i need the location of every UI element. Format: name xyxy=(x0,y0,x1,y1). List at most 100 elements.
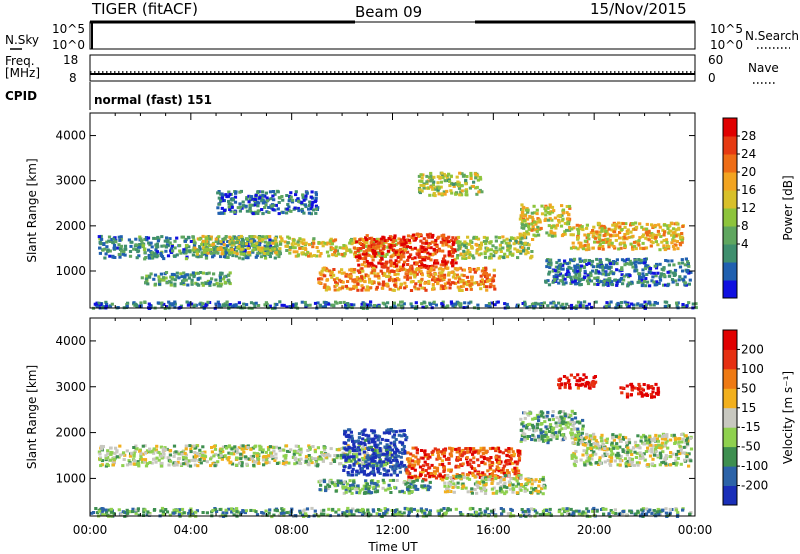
velocity-echo-cell xyxy=(337,448,341,452)
velocity-echo-cell xyxy=(339,481,343,485)
velocity-echo-cell xyxy=(440,450,444,454)
velocity-echo-cell xyxy=(390,448,395,452)
velocity-echo-cell xyxy=(249,447,253,451)
power-echo-cell xyxy=(364,238,369,242)
velocity-echo-cell xyxy=(441,478,445,482)
power-echo-cell xyxy=(644,231,648,235)
power-echo-cell xyxy=(613,227,617,231)
velocity-echo-region xyxy=(519,409,585,445)
power-echo-cell xyxy=(106,248,110,252)
velocity-echo-cell xyxy=(227,445,231,449)
power-echo-cell xyxy=(183,273,187,277)
velocity-echo-cell xyxy=(413,474,417,478)
velocity-echo-cell xyxy=(362,450,367,454)
power-echo-cell xyxy=(414,236,418,240)
power-echo-cell xyxy=(450,261,454,265)
power-echo-cell xyxy=(655,262,659,266)
power-echo-cell xyxy=(239,234,243,238)
power-echo-cell xyxy=(372,240,376,243)
power-echo-cell xyxy=(221,277,226,281)
power-echo-cell xyxy=(447,278,451,282)
power-echo-cell xyxy=(396,252,400,256)
power-echo-cell xyxy=(533,304,537,308)
power-echo-cell xyxy=(396,255,400,259)
power-echo-cell xyxy=(444,243,449,247)
power-echo-cell xyxy=(381,286,385,290)
power-echo-cell xyxy=(95,305,99,309)
power-echo-cell xyxy=(578,257,582,261)
power-echo-cell xyxy=(418,283,422,287)
power-echo-cell xyxy=(353,252,357,256)
velocity-echo-cell xyxy=(381,460,386,464)
power-echo-cell xyxy=(327,254,331,258)
velocity-echo-cell xyxy=(476,449,480,453)
power-echo-cell xyxy=(360,302,364,306)
power-echo-cell xyxy=(431,183,435,187)
velocity-echo-cell xyxy=(460,449,464,453)
power-echo-cell xyxy=(547,270,552,274)
power-echo-cell xyxy=(665,241,669,244)
power-echo-cell xyxy=(447,281,451,285)
power-echo-cell xyxy=(468,186,472,190)
power-echo-cell xyxy=(602,234,606,238)
power-echo-cell xyxy=(167,300,171,304)
velocity-echo-cell xyxy=(382,481,386,485)
power-echo-cell xyxy=(436,281,440,284)
power-echo-cell xyxy=(556,265,560,269)
power-echo-cell xyxy=(557,301,561,305)
power-echo-cell xyxy=(607,302,611,306)
velocity-echo-cell xyxy=(132,451,136,455)
power-echo-cell xyxy=(405,277,410,281)
velocity-echo-cell xyxy=(345,453,350,457)
power-echo-cell xyxy=(645,227,649,231)
power-echo-cell xyxy=(256,190,260,194)
power-echo-cell xyxy=(155,242,159,246)
power-echo-cell xyxy=(460,193,464,197)
velocity-echo-cell xyxy=(433,472,437,476)
power-echo-cell xyxy=(107,239,111,243)
power-echo-cell xyxy=(499,250,503,253)
power-echo-cell xyxy=(265,196,269,200)
velocity-echo-cell xyxy=(355,491,359,495)
velocity-echo-cell xyxy=(390,453,394,457)
power-echo-cell xyxy=(601,272,606,276)
velocity-echo-cell xyxy=(371,470,375,474)
power-echo-cell xyxy=(468,242,472,246)
power-echo-cell xyxy=(205,272,209,276)
power-echo-cell xyxy=(302,211,306,215)
power-echo-cell xyxy=(144,277,148,281)
power-echo-cell xyxy=(519,251,523,255)
velocity-echo-cell xyxy=(400,489,405,493)
power-echo-cell xyxy=(602,279,606,283)
velocity-echo-cell xyxy=(361,487,365,491)
power-echo-cell xyxy=(260,239,264,243)
power-echo-cell xyxy=(614,238,618,242)
power-echo-cell xyxy=(405,245,409,249)
power-echo-cell xyxy=(485,236,489,240)
velocity-echo-cell xyxy=(395,473,399,477)
power-echo-cell xyxy=(175,236,179,240)
power-echo-cell xyxy=(322,266,326,270)
power-echo-cell xyxy=(384,305,388,309)
velocity-echo-cell xyxy=(121,464,125,468)
velocity-echo-cell xyxy=(393,456,397,460)
power-echo-cell xyxy=(236,206,240,210)
velocity-echo-cell xyxy=(261,455,266,459)
power-echo-cell xyxy=(651,275,655,279)
power-echo-cell xyxy=(662,244,666,248)
power-echo-cell xyxy=(241,204,246,208)
power-echo-cell xyxy=(572,257,577,261)
power-echo-cell xyxy=(533,211,537,215)
power-echo-cell xyxy=(402,251,406,255)
power-echo-cell xyxy=(258,241,262,244)
power-echo-cell xyxy=(608,262,613,266)
power-echo-cell xyxy=(461,279,465,282)
power-echo-cell xyxy=(200,281,204,285)
power-echo-cell xyxy=(654,235,658,239)
velocity-echo-cell xyxy=(346,471,350,474)
power-echo-cell xyxy=(206,241,210,245)
velocity-echo-cell xyxy=(373,459,377,463)
velocity-echo-cell xyxy=(378,447,382,450)
power-echo-cell xyxy=(341,280,345,284)
power-echo-cell xyxy=(434,303,438,307)
